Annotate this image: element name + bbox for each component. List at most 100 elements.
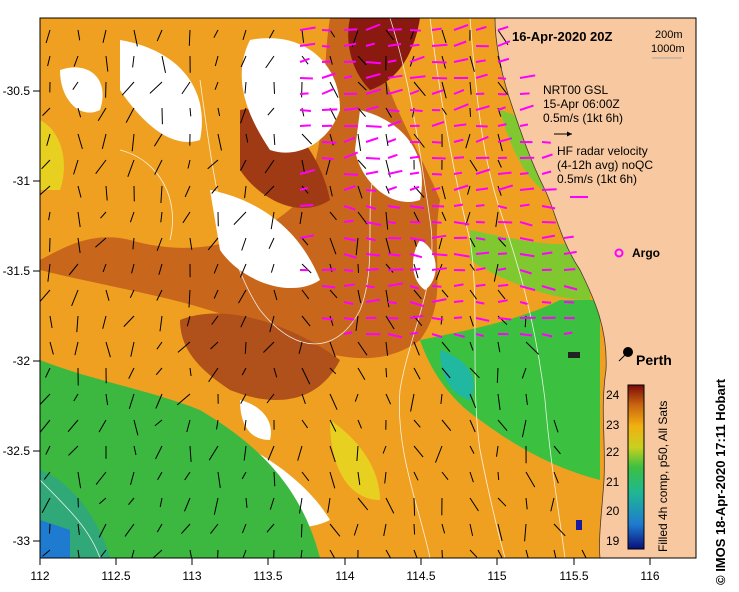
hf-vector bbox=[431, 61, 447, 64]
hf-vector bbox=[343, 331, 353, 335]
nrt-vector bbox=[435, 445, 443, 463]
nrt-vector bbox=[100, 211, 107, 219]
nrt-vector bbox=[77, 237, 81, 253]
nrt-vector bbox=[72, 81, 79, 90]
nrt-vector bbox=[73, 55, 79, 67]
nrt-vector bbox=[300, 523, 303, 538]
hf-vector bbox=[541, 205, 556, 210]
nrt-vector bbox=[41, 497, 51, 514]
place-label-perth: Perth bbox=[636, 352, 672, 368]
argo-label: Argo bbox=[632, 246, 660, 260]
x-tick-label: 112 bbox=[30, 569, 49, 583]
isobath-key: 200m 1000m bbox=[651, 29, 685, 59]
hf-vector bbox=[475, 301, 485, 305]
hf-vector bbox=[387, 317, 399, 320]
nrt-vector bbox=[130, 341, 135, 357]
hf-vector bbox=[431, 120, 445, 127]
nrt-vector bbox=[133, 445, 137, 456]
hf-vector bbox=[365, 221, 382, 226]
nrt-vector bbox=[469, 81, 472, 95]
nrt-vector bbox=[357, 497, 369, 511]
nrt-vector bbox=[187, 159, 191, 169]
x-tick-label: 114.5 bbox=[406, 569, 435, 583]
hf-vector bbox=[343, 173, 359, 176]
nrt-vector bbox=[413, 81, 426, 97]
nrt-vector bbox=[441, 341, 451, 352]
nrt-vector bbox=[127, 159, 135, 177]
nrt-vector bbox=[355, 315, 359, 331]
nrt-vector bbox=[241, 471, 247, 480]
nrt-vector bbox=[244, 419, 247, 431]
hf-vector bbox=[453, 156, 464, 159]
hf-vector bbox=[541, 188, 557, 191]
hf-vector bbox=[299, 26, 316, 31]
nrt-vector bbox=[353, 523, 359, 536]
hf-vector bbox=[299, 169, 315, 175]
nrt-vector bbox=[159, 497, 163, 508]
hf-vector bbox=[321, 88, 334, 95]
hf-vector bbox=[475, 204, 485, 207]
hf-vector bbox=[475, 25, 487, 31]
nrt-vector bbox=[553, 549, 557, 558]
nrt-vector bbox=[97, 107, 107, 122]
nrt-vector bbox=[95, 159, 107, 175]
nrt-vector bbox=[188, 289, 191, 308]
nrt-vector bbox=[382, 445, 387, 454]
nrt-vector bbox=[357, 185, 363, 199]
hf-vector bbox=[387, 109, 400, 113]
hf-vector bbox=[387, 268, 404, 271]
nrt-vector bbox=[40, 185, 51, 196]
argo-marker-icon bbox=[614, 248, 624, 258]
isobath-key-200m: 200m bbox=[655, 29, 683, 41]
hf-vector bbox=[475, 135, 489, 143]
nrt-vector bbox=[266, 393, 275, 404]
hf-vector bbox=[453, 283, 464, 287]
hf-vector bbox=[365, 88, 382, 95]
nrt-vector bbox=[441, 523, 446, 534]
nrt-vector bbox=[329, 549, 336, 558]
hf-vector bbox=[343, 317, 355, 321]
hf-vector bbox=[519, 237, 534, 242]
y-tick-label: -32.5 bbox=[3, 444, 31, 458]
nrt-vector bbox=[45, 367, 51, 378]
hf-vector bbox=[541, 221, 556, 224]
hf-vector bbox=[321, 268, 337, 271]
nrt-vector bbox=[354, 393, 359, 402]
hf-vector bbox=[321, 317, 334, 321]
hf-vector bbox=[365, 285, 375, 289]
hf-vector bbox=[343, 185, 356, 191]
hf-vector bbox=[453, 58, 469, 63]
hf-vector bbox=[497, 317, 512, 321]
nrt-vector bbox=[469, 289, 478, 300]
nrt-vector bbox=[299, 497, 303, 514]
hf-vector bbox=[387, 333, 403, 339]
nrt-vector bbox=[413, 289, 422, 300]
nrt-vector bbox=[301, 289, 310, 300]
nrt-vector bbox=[159, 315, 163, 332]
nrt-vector bbox=[497, 471, 500, 481]
nrt-vector bbox=[385, 185, 390, 194]
nrt-vector bbox=[129, 211, 135, 223]
nrt-vector bbox=[385, 211, 389, 230]
hf-vector bbox=[321, 141, 337, 144]
hf-vector bbox=[431, 173, 442, 176]
nrt-legend-line: 0.5m/s (1kt 6h) bbox=[543, 111, 623, 125]
nrt-vector bbox=[413, 471, 419, 481]
hf-vector bbox=[321, 285, 336, 289]
hf-vector bbox=[387, 28, 402, 31]
hf-vector bbox=[365, 23, 381, 31]
hf-vector bbox=[563, 285, 578, 291]
nrt-vector bbox=[217, 549, 219, 558]
hf-vector bbox=[497, 283, 509, 287]
nrt-vector bbox=[40, 393, 51, 405]
nrt-vector bbox=[413, 341, 420, 356]
hf-vector bbox=[343, 107, 359, 111]
nrt-vector bbox=[49, 315, 53, 328]
nrt-vector bbox=[211, 185, 219, 194]
nrt-vector bbox=[410, 29, 415, 40]
nrt-vector bbox=[413, 211, 420, 223]
hf-legend-line: (4-12h avg) noQC bbox=[557, 158, 653, 172]
nrt-vector bbox=[521, 367, 527, 379]
hf-vector bbox=[475, 317, 490, 322]
nrt-vector bbox=[160, 185, 163, 204]
